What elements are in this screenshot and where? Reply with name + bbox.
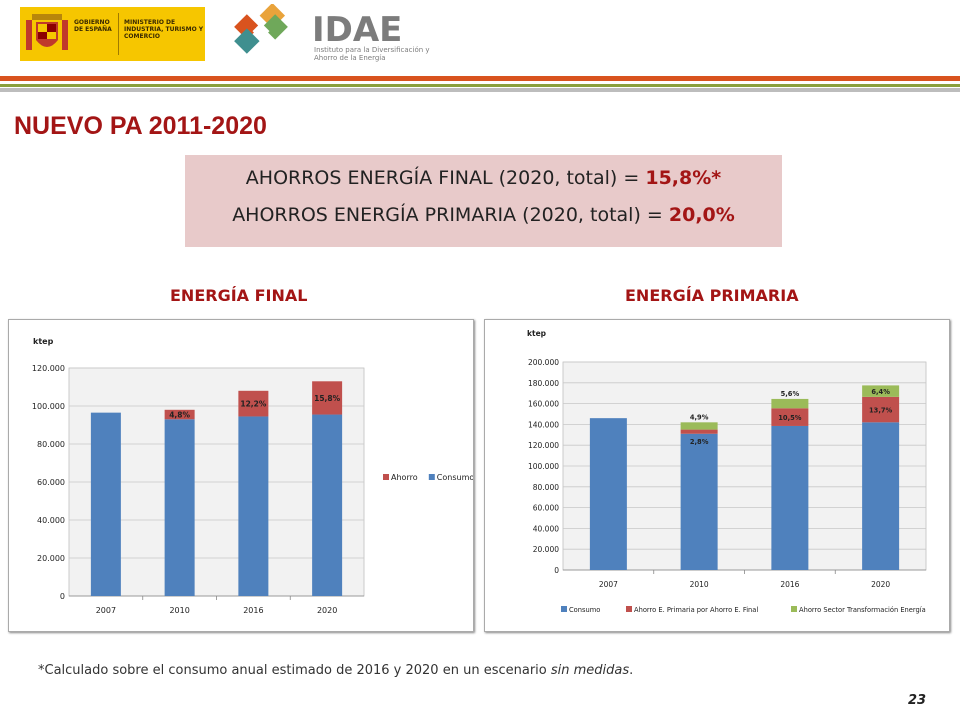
data-label-top: 5,6% [781, 390, 800, 398]
legend-label: Ahorro Sector Transformación Energía [799, 606, 926, 614]
data-label-top: 4,9% [690, 413, 709, 421]
coat-of-arms-icon [26, 14, 68, 50]
legend-label: Ahorro E. Primaria por Ahorro E. Final [634, 606, 758, 614]
legend-label: Ahorro [391, 473, 418, 482]
bar-ahorro-e-primaria-por-ahorro-e-final [680, 429, 718, 434]
chart-energia-primaria: ktep 0 20.000 40.000 60.000 80.000 100.000 120.… [484, 319, 950, 632]
legend-swatch [383, 474, 389, 480]
gobierno-text: GOBIERNO DE ESPAÑA [74, 19, 112, 33]
ministerio-text: MINISTERIO DE INDUSTRIA, TURISMO Y COMER… [124, 19, 204, 40]
legend-label: Consumo [569, 606, 600, 614]
bar-ahorro [238, 390, 269, 417]
y-tick-label: 40.000 [37, 516, 65, 525]
page-title: NUEVO PA 2011-2020 [14, 112, 267, 140]
savings-final-value: 15,8%* [645, 167, 722, 189]
bar-ahorro-e-primaria-por-ahorro-e-final [771, 408, 809, 426]
data-label-mid: 13,7% [869, 407, 893, 415]
bar-consumo [771, 425, 809, 570]
y-tick-label: 0 [60, 592, 65, 601]
y-tick-label: 100.000 [32, 402, 65, 411]
legend-swatch [561, 606, 567, 612]
bar-consumo [589, 418, 627, 570]
x-tick-label: 2007 [96, 606, 116, 615]
bar-consumo [862, 422, 900, 570]
y-tick-label: 40.000 [533, 524, 559, 533]
footnote-italic: sin medidas [550, 663, 630, 678]
x-tick-label: 2010 [690, 580, 709, 589]
y-tick-label: 60.000 [533, 504, 559, 513]
x-tick-label: 2016 [780, 580, 799, 589]
bar-ahorro-sector-transformaci-n-energ-a [680, 422, 718, 430]
bar-consumo [164, 419, 195, 596]
y-tick-label: 20.000 [533, 545, 559, 554]
bar-ahorro [312, 381, 343, 415]
legend-swatch [428, 474, 435, 480]
chart-energia-final-svg: ktep 0 20.000 40.000 60.000 80.000 100.000 120.… [32, 337, 474, 615]
idae-logo-icon [234, 4, 288, 54]
y-tick-label: 160.000 [528, 400, 559, 409]
header-stripe-white [0, 82, 960, 84]
footnote: *Calculado sobre el consumo anual estima… [38, 663, 633, 678]
bar-ahorro [164, 409, 195, 420]
idae-subtitle: Instituto para la Diversificación y Ahor… [314, 46, 430, 62]
legend-swatch [626, 606, 632, 612]
data-label: 4,8% [169, 411, 190, 420]
footnote-end: . [629, 663, 634, 678]
savings-primaria-value: 20,0% [668, 204, 735, 226]
page-number: 23 [908, 693, 927, 708]
savings-primaria-label: AHORROS ENERGÍA PRIMARIA (2020, total) = [232, 204, 669, 226]
logo-divider [118, 13, 119, 55]
idae-brand-name: IDAE [312, 10, 403, 50]
section-title-primaria: ENERGÍA PRIMARIA [625, 286, 799, 305]
y-tick-label: 180.000 [528, 379, 559, 388]
legend-label: Consumo [437, 473, 473, 482]
y-tick-label: 80.000 [533, 483, 559, 492]
savings-primaria-line: AHORROS ENERGÍA PRIMARIA (2020, total) =… [185, 204, 782, 226]
chart-energia-primaria-svg: ktep 0 20.000 40.000 60.000 80.000 100.000 120.… [527, 329, 927, 614]
data-label-mid: 10,5% [778, 414, 802, 422]
header-stripe-grey [0, 88, 960, 92]
data-label: 12,2% [240, 400, 267, 409]
bar-consumo [312, 414, 343, 596]
legend-swatch [791, 606, 797, 612]
x-tick-label: 2020 [871, 580, 890, 589]
footnote-text: *Calculado sobre el consumo anual estima… [38, 663, 551, 678]
y-tick-label: 200.000 [528, 358, 559, 367]
y-tick-label: 80.000 [37, 440, 65, 449]
savings-final-label: AHORROS ENERGÍA FINAL (2020, total) = [245, 167, 646, 189]
y-axis-label: ktep [527, 329, 547, 338]
data-label-top: 6,4% [871, 388, 890, 396]
header-stripe-green [0, 84, 960, 87]
bar-consumo [680, 433, 718, 570]
y-tick-label: 0 [554, 566, 559, 575]
section-title-final: ENERGÍA FINAL [170, 286, 308, 305]
chart-energia-final: ktep 0 20.000 40.000 60.000 80.000 100.000 120.… [8, 319, 474, 632]
bar-consumo [238, 416, 269, 596]
y-tick-label: 120.000 [528, 441, 559, 450]
x-tick-label: 2020 [317, 606, 337, 615]
savings-final-line: AHORROS ENERGÍA FINAL (2020, total) = 15… [185, 167, 782, 189]
y-tick-label: 140.000 [528, 420, 559, 429]
data-label-mid: 2,8% [690, 438, 709, 446]
bar-ahorro-sector-transformaci-n-energ-a [862, 385, 900, 397]
x-tick-label: 2007 [599, 580, 618, 589]
y-tick-label: 100.000 [528, 462, 559, 471]
gobierno-logo: GOBIERNO DE ESPAÑA MINISTERIO DE INDUSTR… [20, 7, 205, 61]
data-label: 15,8% [314, 394, 341, 403]
x-tick-label: 2010 [169, 606, 189, 615]
y-axis-label: ktep [33, 337, 54, 346]
bar-ahorro-sector-transformaci-n-energ-a [771, 398, 809, 409]
x-tick-label: 2016 [243, 606, 263, 615]
header-stripe-orange [0, 76, 960, 81]
y-tick-label: 120.000 [32, 364, 65, 373]
savings-summary-box: AHORROS ENERGÍA FINAL (2020, total) = 15… [185, 155, 782, 247]
bar-ahorro-e-primaria-por-ahorro-e-final [862, 396, 900, 423]
bar-consumo [90, 412, 121, 596]
y-tick-label: 20.000 [37, 554, 65, 563]
y-tick-label: 60.000 [37, 478, 65, 487]
